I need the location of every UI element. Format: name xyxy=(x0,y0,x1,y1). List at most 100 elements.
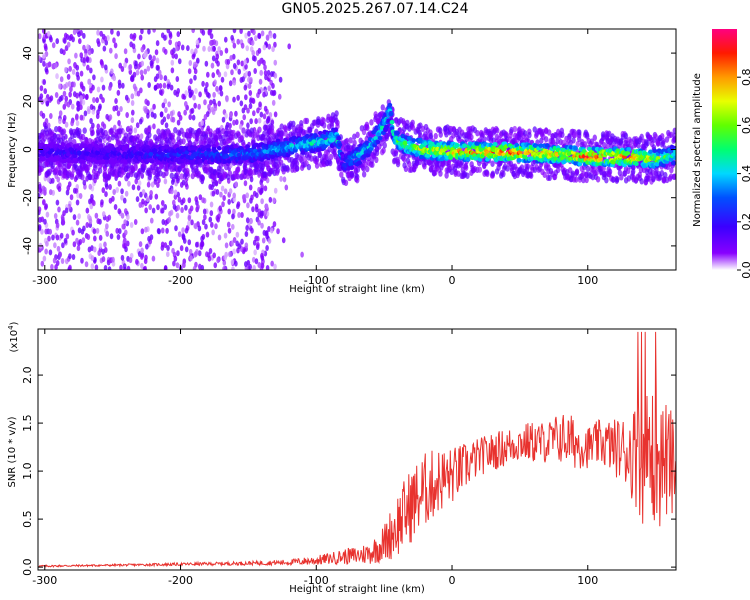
spectrogram-cell xyxy=(619,174,624,181)
spectrogram-cell xyxy=(54,91,59,98)
spectrogram-cell xyxy=(103,35,107,42)
spectrogram-cell xyxy=(533,132,539,139)
spectrogram-cells xyxy=(38,29,676,270)
spectrogram-cell xyxy=(132,34,136,41)
spectrogram-cell xyxy=(402,140,408,146)
spectrogram-cell xyxy=(173,89,177,96)
spectrogram-cell xyxy=(349,165,355,171)
spectrogram-cell xyxy=(257,88,262,95)
spectrogram-cell xyxy=(74,114,79,121)
spectrogram-cell xyxy=(112,124,117,131)
spectrogram-cell xyxy=(373,135,379,141)
spectrogram-cell xyxy=(410,119,415,127)
spectrogram-cell xyxy=(55,259,60,266)
spectrogram-cell xyxy=(222,194,226,201)
spectrogram-cell xyxy=(53,62,58,69)
spectrogram-cell xyxy=(55,222,60,229)
spectrogram-cell xyxy=(210,221,214,228)
spectrogram-cell xyxy=(269,128,275,135)
spectrogram-cell xyxy=(170,67,175,74)
spectrogram-cell xyxy=(201,29,206,36)
spectrogram-cell xyxy=(163,178,168,185)
spectrogram-cell xyxy=(253,249,257,256)
spectrogram-cell xyxy=(260,262,265,269)
spectrogram-cell xyxy=(101,97,105,104)
spectrogram-cell xyxy=(260,252,264,259)
spectrogram-cell xyxy=(42,52,46,59)
spectrogram-cell xyxy=(111,195,115,202)
spectrogram-cell xyxy=(585,165,591,172)
spectrogram-cell xyxy=(107,266,112,270)
spectrogram-cell xyxy=(184,101,188,108)
spectrogram-cell xyxy=(103,241,107,248)
spectrogram-cell xyxy=(200,120,204,127)
spectrogram-cell xyxy=(248,89,253,96)
spectrogram-cell xyxy=(38,55,41,62)
spectrogram-cell xyxy=(213,134,219,142)
spectrogram-cell xyxy=(224,153,230,159)
spectrogram-cell xyxy=(79,52,84,59)
spectrogram-cell xyxy=(217,213,221,220)
spectrogram-cell xyxy=(198,194,203,201)
spectrogram-cell xyxy=(209,201,214,208)
spectrogram-cell xyxy=(230,69,234,76)
spectrogram-cell xyxy=(207,104,211,111)
spectrogram-cell xyxy=(176,250,180,257)
spectrogram-cell xyxy=(253,67,257,74)
spectrogram-cell xyxy=(101,256,106,263)
spectrogram-cell xyxy=(104,181,109,188)
spectrogram-cell xyxy=(75,120,80,127)
spectrogram-cell xyxy=(116,30,121,37)
spectrogram-cell xyxy=(45,240,49,247)
spectrogram-cell xyxy=(333,127,338,132)
spectrogram-cell xyxy=(100,76,104,83)
spectrogram-cell xyxy=(270,154,275,159)
spectrogram-cell xyxy=(258,58,263,65)
spectrogram-cell xyxy=(485,170,490,178)
spectrogram-cell xyxy=(160,227,165,234)
spectrogram-cell xyxy=(259,210,264,217)
spectrogram-cell xyxy=(238,159,244,164)
spectrogram-cell xyxy=(149,217,154,224)
spectrogram-cell xyxy=(190,107,195,114)
spectrogram-cell xyxy=(254,206,259,213)
spectrogram-cell xyxy=(64,207,69,214)
spectrogram-cell xyxy=(265,35,270,42)
spectrogram-cell xyxy=(244,231,249,238)
spectrogram-cell xyxy=(176,204,181,211)
spectrogram-cell xyxy=(260,163,265,170)
spectrogram-cell xyxy=(185,167,190,175)
spectrogram-cell xyxy=(148,151,154,157)
spectrogram-cell xyxy=(391,157,397,165)
spectrogram-cell xyxy=(140,74,145,81)
spectrogram-cell xyxy=(212,91,216,98)
spectrogram-cell xyxy=(228,251,232,258)
spectrogram-cell xyxy=(86,233,91,240)
spectrogram-cell xyxy=(375,139,381,145)
spectrogram-cell xyxy=(626,167,631,175)
spectrogram-cell xyxy=(322,122,327,129)
spectrogram-cell xyxy=(147,235,151,242)
spectrogram-cell xyxy=(175,45,179,52)
spectrogram-cell xyxy=(95,150,101,156)
spectrogram-cell xyxy=(124,246,128,253)
spectrogram-cell xyxy=(411,138,417,143)
spectrogram-cell xyxy=(191,29,195,34)
spectrogram-cell xyxy=(273,72,278,79)
spectrogram-cell xyxy=(636,142,641,149)
spectrogram-cell xyxy=(107,173,112,180)
spectrogram-cell xyxy=(258,101,262,108)
spectrogram-cell xyxy=(61,242,65,249)
spectrogram-cell xyxy=(663,171,668,179)
spectrogram-cell xyxy=(109,233,114,240)
spectrogram-cell xyxy=(304,133,310,139)
spectrogram-cell xyxy=(669,166,674,174)
spectrogram-cell xyxy=(208,128,213,135)
spectrogram-cell xyxy=(205,251,209,258)
spectrogram-cell xyxy=(262,91,266,98)
spectrogram-cell xyxy=(257,171,261,178)
spectrogram-cell xyxy=(203,86,208,93)
spectrogram-cell xyxy=(271,46,275,53)
spectrogram-cell xyxy=(364,121,370,128)
spectrogram-cell xyxy=(355,177,360,184)
